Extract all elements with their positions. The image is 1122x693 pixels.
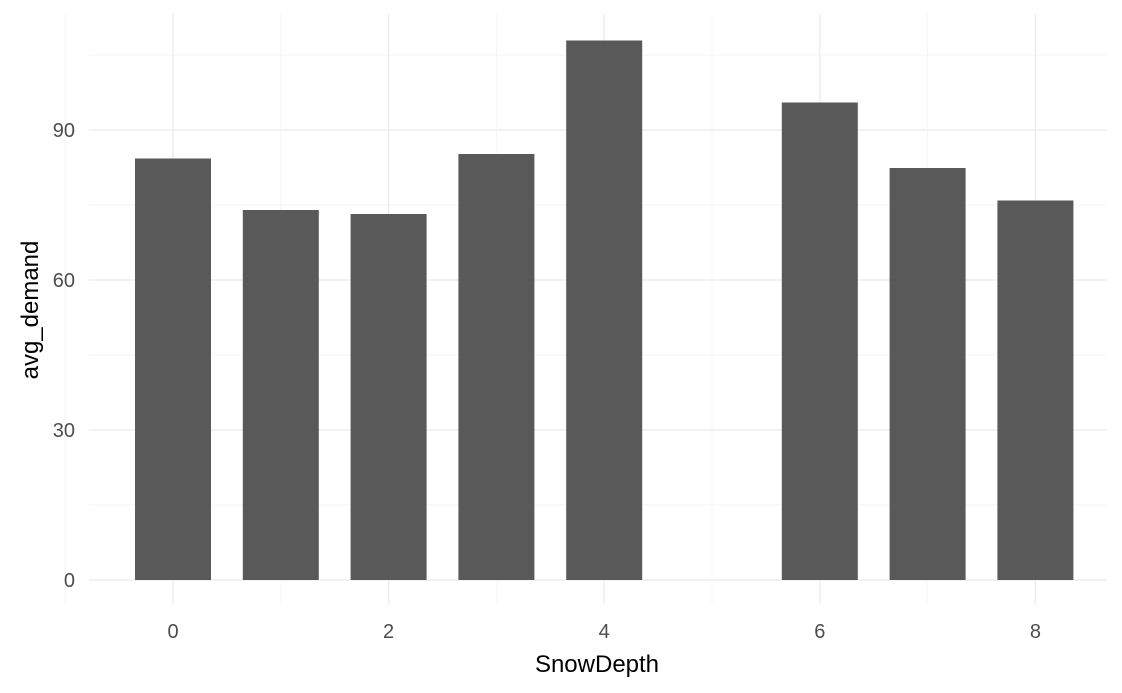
x-tick-label: 0 (167, 621, 178, 643)
y-tick-label: 60 (53, 270, 75, 292)
x-tick-label: 4 (599, 621, 610, 643)
x-tick-label: 6 (814, 621, 825, 643)
x-axis-title: SnowDepth (535, 651, 659, 678)
y-tick-label: 90 (53, 120, 75, 142)
x-tick-label: 8 (1030, 621, 1041, 643)
bar-snowdepth-0 (135, 158, 211, 580)
x-axis-ticks: 0 2 4 6 8 (167, 621, 1041, 643)
bar-snowdepth-4 (566, 40, 643, 580)
bar-snowdepth-7 (889, 168, 966, 580)
bar-snowdepth-2 (350, 214, 427, 580)
bar-snowdepth-6 (781, 102, 858, 580)
x-tick-label: 2 (383, 621, 394, 643)
y-tick-label: 0 (64, 570, 75, 592)
bar-snowdepth-3 (458, 154, 535, 580)
bars (135, 40, 1074, 580)
y-axis-title: avg_demand (17, 241, 44, 380)
bar-snowdepth-8 (997, 200, 1074, 580)
y-axis-ticks: 0 30 60 90 (53, 120, 75, 592)
bar-snowdepth-1 (242, 210, 319, 580)
y-tick-label: 30 (53, 420, 75, 442)
